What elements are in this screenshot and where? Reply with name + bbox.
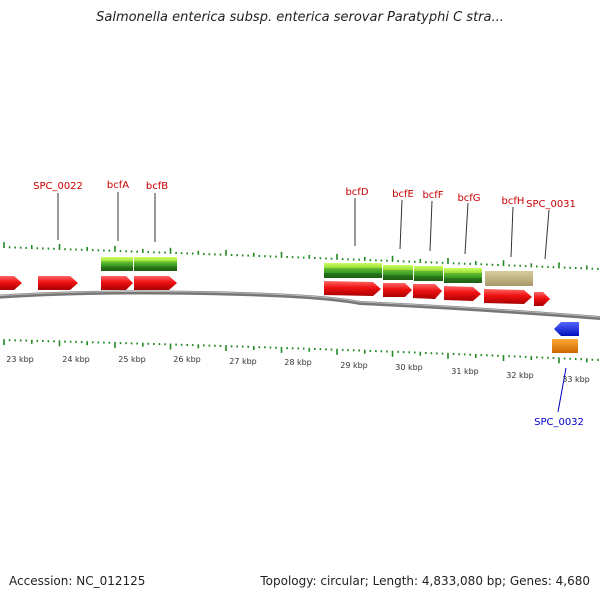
gene-label: bcfF: [422, 190, 443, 201]
gene-label: SPC_0031: [526, 199, 576, 210]
genome-backbone: [0, 290, 600, 320]
gene-label: bcfG: [457, 193, 480, 204]
cog-bar-bcfF: [414, 266, 443, 281]
gene-label: bcfH: [502, 196, 525, 207]
gene-arrow-bcfH: [484, 289, 532, 304]
gene-arrow-SPC_0032: [554, 322, 579, 336]
gene-arrow-SPC_0031: [534, 292, 550, 306]
scale-label: 32 kbp: [506, 371, 534, 380]
gene-label: SPC_0022: [33, 181, 83, 192]
gene-label: bcfA: [107, 180, 129, 191]
gene-label: bcfB: [146, 181, 168, 192]
gene-arrow-SPC_0022: [38, 276, 78, 290]
scale-label: 23 kbp: [6, 355, 34, 364]
cog-bar-bcfH: [485, 271, 533, 286]
tick-marks-top: [3, 242, 599, 270]
cog-bar-bcfB: [134, 257, 177, 271]
scale-label: 30 kbp: [395, 363, 423, 372]
gene-arrow-bcfD: [324, 281, 381, 296]
scale-label: 26 kbp: [173, 355, 201, 364]
gene-arrow-bcfA: [101, 276, 133, 290]
gene-label: SPC_0032: [534, 417, 584, 428]
scale-label: 29 kbp: [340, 361, 368, 370]
scale-label: 28 kbp: [284, 358, 312, 367]
cog-bars: [101, 257, 533, 286]
cog-bar-bcfE: [383, 265, 413, 280]
gene-arrow-bcfG: [444, 286, 481, 301]
scale-label: 25 kbp: [118, 355, 146, 364]
cog-bar-bcfD: [324, 263, 382, 278]
genome-summary: Topology: circular; Length: 4,833,080 bp…: [260, 574, 590, 588]
label-leaders: [57, 192, 550, 260]
scale-labels: 23 kbp 24 kbp 25 kbp 26 kbp 27 kbp 28 kb…: [6, 355, 590, 384]
gene-arrow-bcfB: [134, 276, 177, 290]
gene-arrow-bcfE: [383, 283, 412, 297]
gene-labels: SPC_0022 bcfA bcfB bcfD bcfE bcfF bcfG b…: [33, 180, 584, 428]
scale-label: 24 kbp: [62, 355, 90, 364]
leader-bcfF: [429, 200, 433, 252]
scale-label: 27 kbp: [229, 357, 257, 366]
genome-backbone-highlight: [0, 291, 600, 318]
forward-genes: [0, 276, 550, 306]
tick-marks-bottom: [3, 339, 599, 364]
leader-SPC_0032: [557, 367, 567, 413]
leader-bcfG: [464, 202, 469, 255]
gene-label: bcfD: [345, 187, 368, 198]
leader-SPC_0031: [544, 209, 550, 260]
scale-label: 33 kbp: [562, 375, 590, 384]
scale-label: 31 kbp: [451, 367, 479, 376]
cog-bar-bcfA: [101, 257, 133, 271]
map-title: Salmonella enterica subsp. enterica sero…: [96, 10, 504, 25]
gene-arrow-bcfF: [413, 284, 442, 299]
leader-bcfE: [399, 199, 403, 250]
gene-arrow-partial: [0, 276, 22, 290]
gene-label: bcfE: [392, 189, 414, 200]
cog-bar-bcfG: [444, 268, 482, 283]
cog-bar-SPC_0032: [552, 339, 578, 353]
accession-label: Accession: NC_012125: [9, 574, 146, 588]
leader-bcfH: [510, 206, 514, 258]
